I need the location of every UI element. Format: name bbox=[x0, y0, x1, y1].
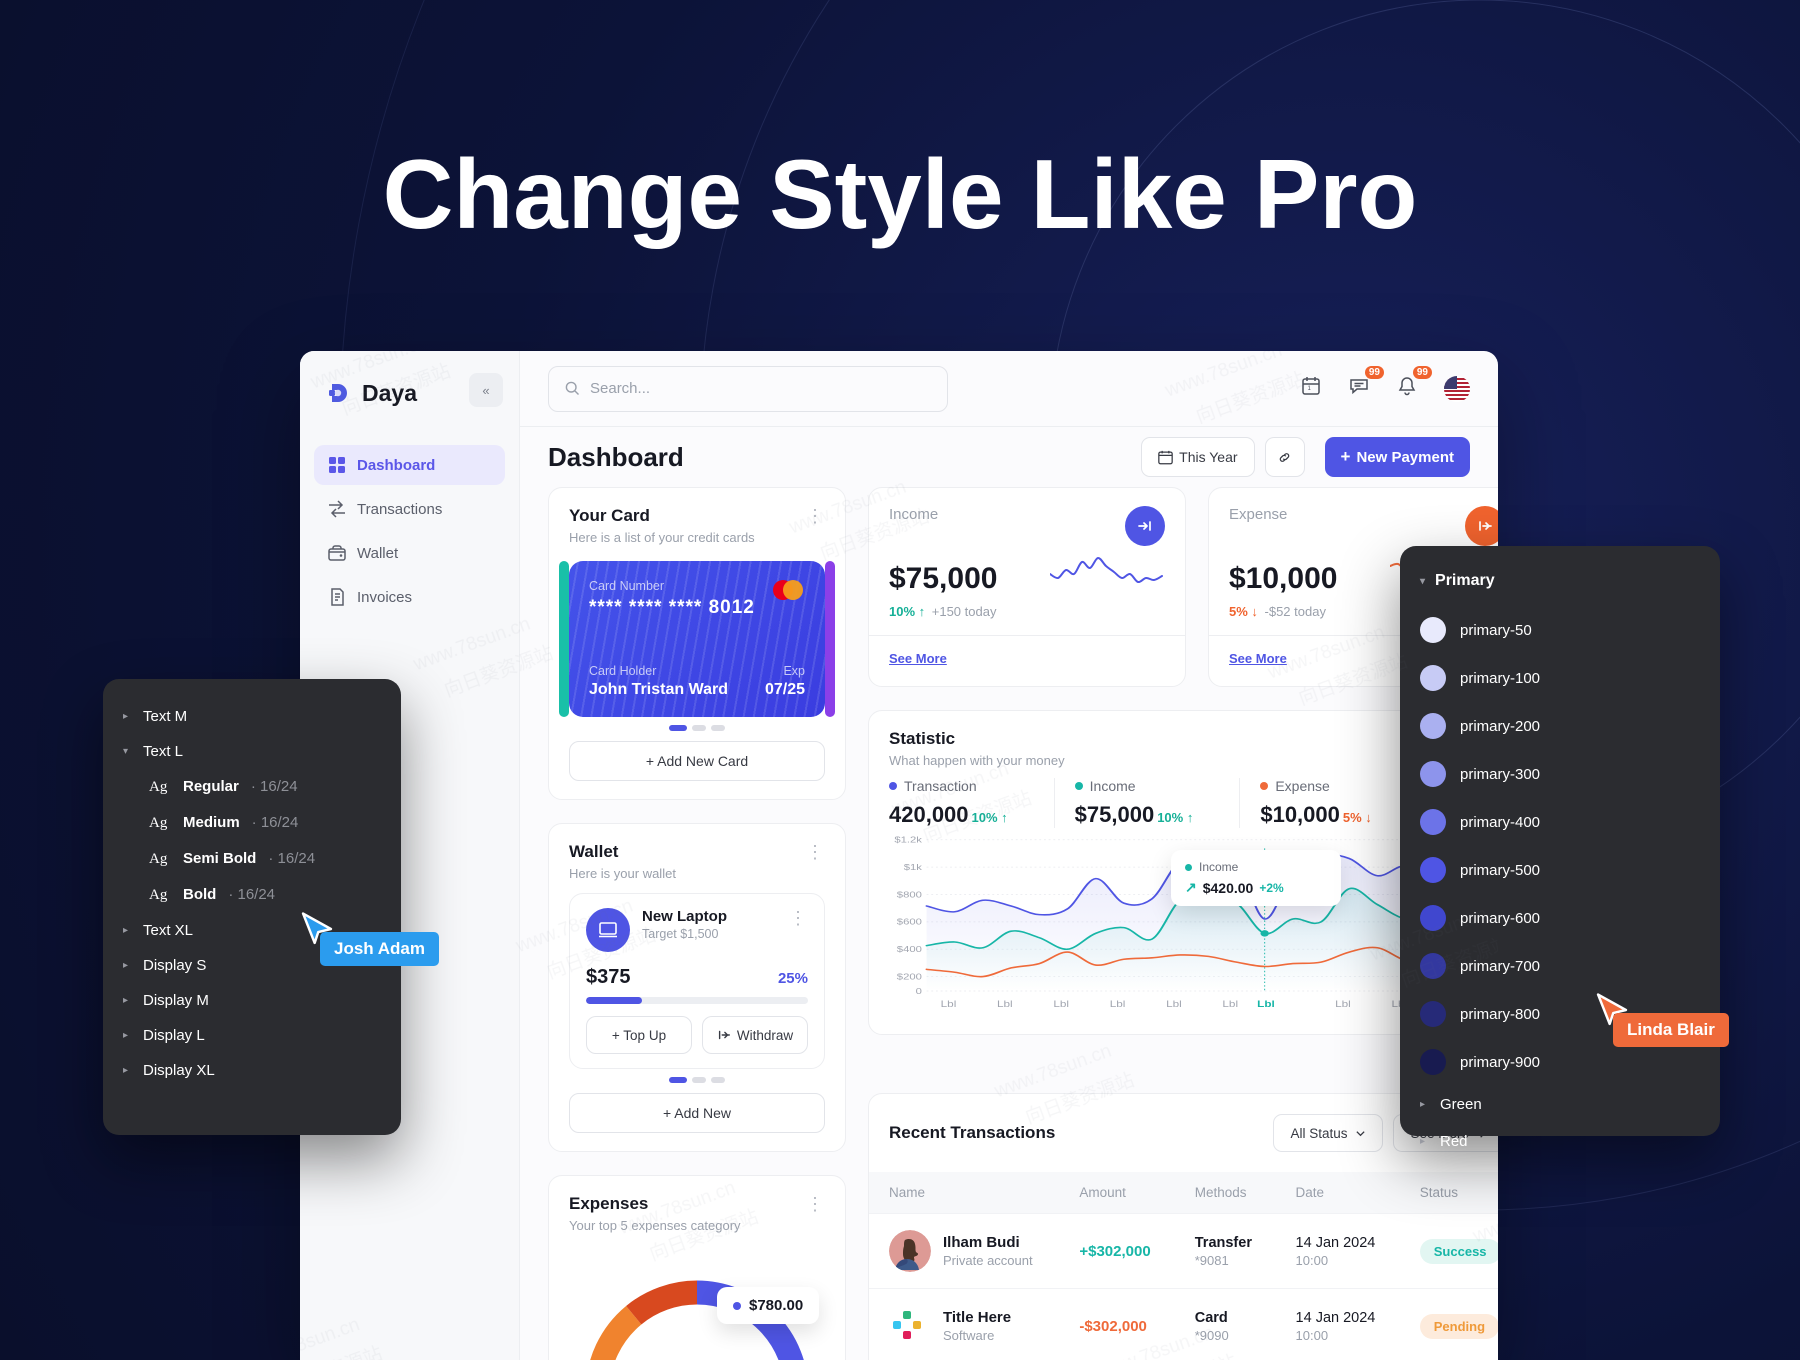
svg-text:Lbl: Lbl bbox=[1257, 1000, 1275, 1009]
svg-text:$600: $600 bbox=[897, 918, 923, 927]
svg-text:Lbl: Lbl bbox=[1222, 1000, 1238, 1009]
svg-text:Lbl: Lbl bbox=[1053, 1000, 1069, 1009]
svg-text:Lbl: Lbl bbox=[941, 1000, 957, 1009]
svg-text:1: 1 bbox=[1308, 386, 1312, 392]
svg-text:$200: $200 bbox=[897, 973, 923, 982]
svg-text:$400: $400 bbox=[897, 945, 923, 954]
svg-text:Lbl: Lbl bbox=[997, 1000, 1013, 1009]
svg-text:$1k: $1k bbox=[904, 863, 923, 872]
svg-text:Lbl: Lbl bbox=[1166, 1000, 1182, 1009]
svg-text:$800: $800 bbox=[897, 890, 923, 899]
svg-text:Lbl: Lbl bbox=[1335, 1000, 1351, 1009]
svg-text:Lbl: Lbl bbox=[1110, 1000, 1126, 1009]
svg-text:$1.2k: $1.2k bbox=[894, 836, 923, 845]
svg-text:0: 0 bbox=[916, 987, 923, 996]
